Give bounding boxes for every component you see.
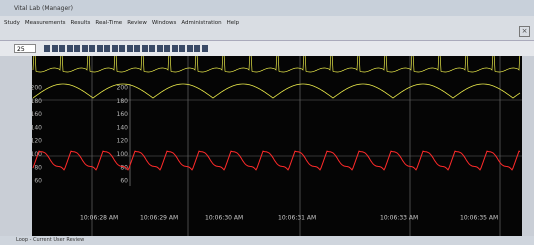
menu-item[interactable]: Administration [181, 20, 221, 26]
y-tick-label: 60 [120, 178, 128, 185]
menu-item[interactable]: Real-Time [95, 20, 122, 26]
menu-item[interactable]: Measurements [25, 20, 66, 26]
waveform-panel: 2001801601401201008060200180160140120100… [0, 56, 534, 236]
toolbar-icon[interactable] [104, 45, 110, 52]
y-tick-label: 160 [31, 111, 43, 118]
menu-item[interactable]: Results [71, 20, 91, 26]
toolbar-icon[interactable] [52, 45, 58, 52]
y-tick-label: 80 [34, 164, 42, 171]
toolbar-icon[interactable] [119, 45, 125, 52]
app-window: Vital Lab (Manager) Study Measurements Res… [0, 0, 534, 245]
time-label: 10:06:28 AM [80, 215, 118, 222]
time-label: 10:06:30 AM [205, 215, 243, 222]
zoom-select[interactable]: 25 [14, 44, 36, 53]
menu-bar: Study Measurements Results Real-Time Review W… [4, 20, 239, 26]
status-title: Loop - Current User Review [16, 237, 84, 243]
toolbar-icon[interactable] [164, 45, 170, 52]
toolbar-icon[interactable] [127, 45, 133, 52]
toolbar-icon[interactable] [202, 45, 208, 52]
close-button[interactable]: × [519, 26, 530, 37]
toolbar-icon[interactable] [44, 45, 50, 52]
toolbar-icon[interactable] [67, 45, 73, 52]
toolbar-icon[interactable] [179, 45, 185, 52]
status-bar: Loop - Current User Review [0, 236, 534, 245]
toolbar-icon[interactable] [149, 45, 155, 52]
toolbar-icon[interactable] [89, 45, 95, 52]
toolbar-icon[interactable] [187, 45, 193, 52]
y-tick-label: 200 [31, 85, 43, 92]
plot-area [32, 56, 522, 236]
toolbar-icon[interactable] [194, 45, 200, 52]
time-label: 10:06:31 AM [278, 215, 316, 222]
title-bar: Vital Lab (Manager) [0, 0, 534, 16]
menu-item[interactable]: Windows [152, 20, 177, 26]
menu-item[interactable]: Review [127, 20, 147, 26]
y-tick-label: 180 [31, 98, 43, 105]
toolbar-icon[interactable] [157, 45, 163, 52]
y-tick-label: 200 [117, 85, 129, 92]
y-tick-label: 160 [117, 111, 129, 118]
toolbar-icon[interactable] [74, 45, 80, 52]
y-tick-label: 120 [117, 138, 129, 145]
toolbar-icon[interactable] [134, 45, 140, 52]
toolbar: 25 [0, 40, 534, 57]
y-tick-label: 140 [117, 124, 129, 131]
toolbar-icon[interactable] [82, 45, 88, 52]
toolbar-icon[interactable] [97, 45, 103, 52]
y-tick-label: 60 [34, 178, 42, 185]
toolbar-icon[interactable] [112, 45, 118, 52]
menu-item[interactable]: Help [227, 20, 240, 26]
y-tick-label: 180 [117, 98, 129, 105]
channel-panel [0, 56, 32, 236]
time-label: 10:06:35 AM [460, 215, 498, 222]
y-tick-label: 140 [31, 124, 43, 131]
y-tick-label: 80 [120, 164, 128, 171]
toolbar-icon[interactable] [59, 45, 65, 52]
y-tick-label: 120 [31, 138, 43, 145]
time-label: 10:06:29 AM [140, 215, 178, 222]
time-label: 10:06:33 AM [380, 215, 418, 222]
y-tick-label: 100 [117, 151, 129, 158]
toolbar-icon[interactable] [142, 45, 148, 52]
toolbar-icon[interactable] [172, 45, 178, 52]
menu-item[interactable]: Study [4, 20, 20, 26]
scrollbar [522, 56, 534, 236]
window-title: Vital Lab (Manager) [14, 5, 73, 12]
